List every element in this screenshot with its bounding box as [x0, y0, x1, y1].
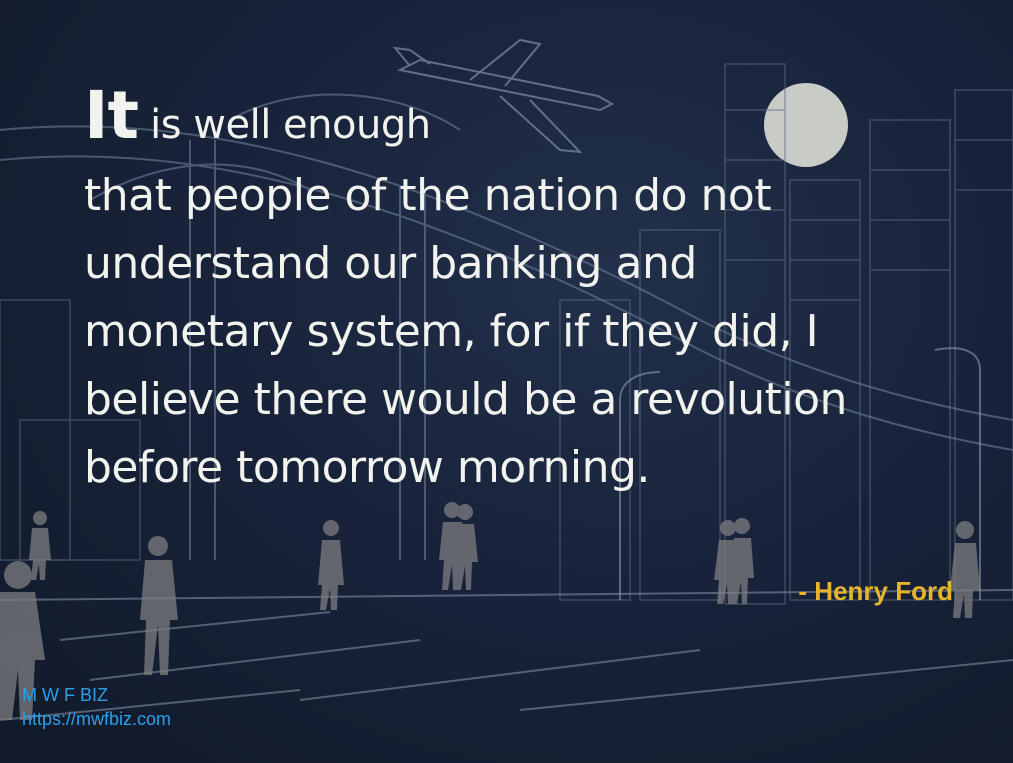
- quote-lead-rest: is well enough: [150, 102, 431, 148]
- quote-line: before tomorrow morning.: [84, 442, 650, 493]
- quote-line: that people of the nation do not: [84, 170, 772, 221]
- quote-author: - Henry Ford: [798, 576, 953, 606]
- quote-line: monetary system, for if they did, I: [84, 306, 819, 357]
- person-silhouette: [0, 561, 45, 720]
- airplane-icon: [392, 38, 615, 154]
- person-silhouette: [140, 536, 178, 675]
- quote-line: believe there would be a revolution: [84, 374, 847, 425]
- quote-lead-line: It is well enough: [84, 70, 964, 162]
- person-silhouette: [453, 504, 478, 590]
- person-silhouette: [29, 511, 51, 580]
- quote-line: understand our banking and: [84, 238, 697, 289]
- person-silhouette: [729, 518, 754, 604]
- quote-lead-word: It: [84, 77, 139, 154]
- brand-name: M W F BIZ: [22, 685, 108, 705]
- brand-url[interactable]: https://mwfbiz.com: [22, 709, 172, 729]
- person-silhouette: [950, 521, 980, 618]
- brand-watermark: M W F BIZ https://mwfbiz.com: [22, 683, 171, 731]
- person-silhouette: [318, 520, 344, 610]
- quote-text: It is well enough that people of the nati…: [84, 70, 964, 502]
